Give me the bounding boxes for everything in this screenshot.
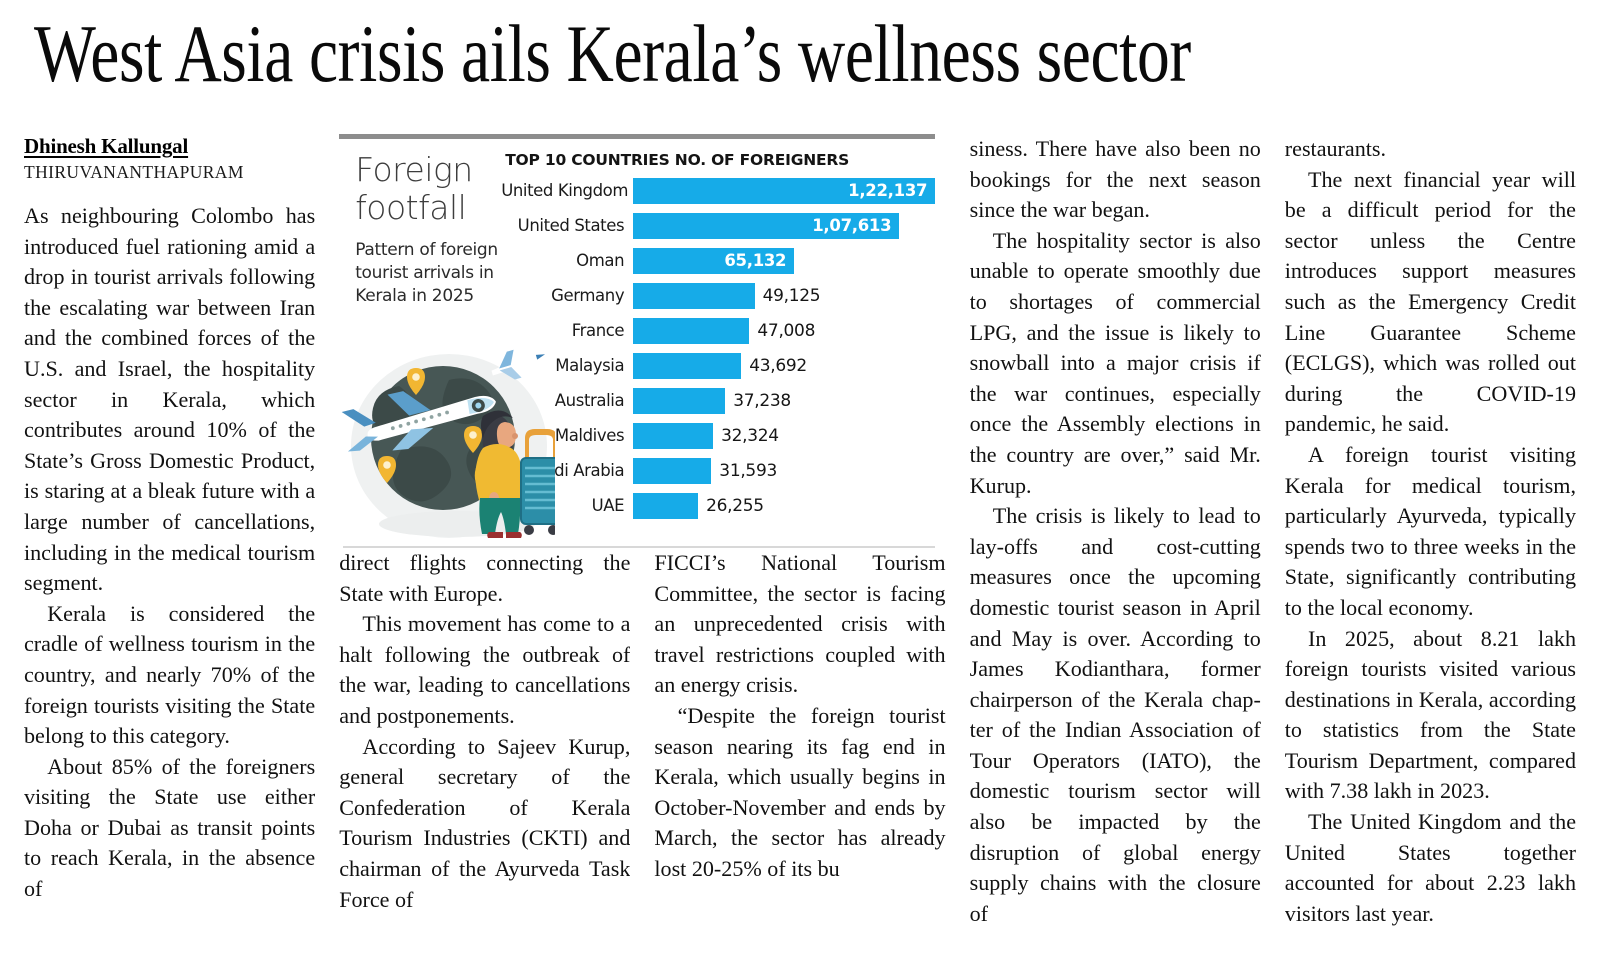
chart-bar-track: 1,07,613	[633, 212, 935, 239]
chart-bar-label: Australia	[554, 391, 625, 410]
paragraph: The crisis is likely to lead to lay-offs…	[969, 503, 1261, 926]
infographic-top-rule	[339, 134, 936, 139]
paragraph: The next financial year will be a diffic…	[1284, 166, 1576, 437]
chart-bar-label: Maldives	[554, 426, 625, 445]
chart-title: TOP 10 COUNTRIES NO. OF FOREIGNERS	[505, 151, 850, 169]
chart-bar-label: UAE	[591, 496, 625, 515]
chart-bar-label: United Kingdom	[501, 181, 629, 200]
column-4-body: siness. There have also been no bookings…	[970, 134, 1261, 929]
chart-bar-row: United Kingdom 1,22,137	[501, 175, 936, 206]
paragraph: FICCI’s National Tourism Committee, the …	[654, 550, 946, 698]
paragraph: siness. There have also been no bookings…	[969, 136, 1261, 223]
column-4: siness. There have also been no bookings…	[970, 134, 1261, 950]
chart-bars-container: United Kingdom 1,22,137 United States 1,07,…	[501, 175, 936, 521]
chart-bar-value: 47,008	[757, 320, 816, 341]
chart-bar-row: Germany 49,125	[501, 280, 935, 311]
paragraph: According to Sajeev Ku­rup, general secr…	[339, 733, 631, 912]
column-3: FICCI’s National Tourism Committee, the …	[654, 134, 945, 950]
paragraph: A foreign tourist visiting Kerala for me…	[1284, 441, 1576, 620]
chart-bar-row: Oman 65,132	[501, 245, 935, 276]
column-2: direct flights connecting the State with…	[339, 134, 630, 950]
chart-bar-track: 47,008	[633, 317, 935, 344]
paragraph: “Despite the foreign tou­rist season nea…	[654, 702, 946, 881]
chart-bar-track: 31,593	[633, 457, 935, 484]
infographic-foreign-footfall: Foreign footfall Pattern of foreign tour…	[339, 134, 936, 550]
chart-bar-value: 26,255	[706, 495, 764, 516]
chart-bar-label: United States	[517, 216, 625, 235]
paragraph: direct flights connecting the State with…	[339, 550, 631, 606]
paragraph: restaurants.	[1284, 136, 1387, 161]
chart-bar: 65,132	[633, 247, 795, 274]
chart-bar-value: 49,125	[762, 285, 821, 306]
infographic-title-line-1: Foreign	[355, 150, 473, 189]
chart-bar-value: 65,132	[724, 251, 787, 270]
paragraph: Kerala is considered the cradle of welln…	[24, 600, 316, 749]
chart-bar-label: Malaysia	[555, 356, 625, 375]
infographic-body: Foreign footfall Pattern of foreign tour…	[339, 151, 936, 525]
chart-bar-row: Malaysia 43,692	[501, 350, 935, 381]
byline-dateline: THIRUVANANTHAPURAM	[24, 162, 244, 182]
bar-chart: TOP 10 COUNTRIES NO. OF FOREIGNERS Unite…	[501, 151, 936, 525]
chart-bar: 1,22,137	[633, 177, 936, 204]
chart-bar-value: 1,07,613	[812, 216, 892, 235]
chart-bar-value: 31,593	[719, 460, 777, 481]
chart-bar-row: Saudi Arabia 31,593	[501, 455, 935, 486]
column-5: restaurants. The next financial year wil…	[1285, 134, 1576, 950]
chart-bar	[633, 422, 714, 449]
chart-bar-track: 1,22,137	[633, 177, 936, 204]
chart-bar-track: 43,692	[633, 352, 935, 379]
chart-bar: 1,07,613	[633, 212, 900, 239]
paragraph: The hospitality sector is also unable to…	[969, 227, 1261, 498]
chart-bar-label: France	[571, 321, 625, 340]
chart-bar	[633, 492, 699, 519]
chart-bar-track: 32,324	[633, 422, 935, 449]
chart-bar-value: 43,692	[749, 355, 807, 376]
paragraph: In 2025, about 8.21 lakh foreign tourist…	[1284, 625, 1576, 804]
chart-bar-label: Germany	[551, 286, 625, 305]
paragraph: This movement has come to a halt followi…	[339, 611, 631, 728]
infographic-subtitle: Pattern of foreign tourist arrivals in K…	[355, 240, 498, 306]
chart-bar-label: Oman	[576, 251, 625, 270]
infographic-title-line-2: footfall	[355, 188, 467, 227]
chart-bar	[633, 317, 750, 344]
chart-bar	[633, 387, 726, 414]
chart-bar-value: 1,22,137	[848, 181, 928, 200]
column-5-body: restaurants. The next financial year wil…	[1285, 134, 1576, 929]
byline-author: Dhinesh Kallungal	[24, 134, 189, 158]
chart-bar	[633, 282, 755, 309]
infographic-title: Foreign footfall	[355, 151, 501, 227]
infographic-bottom-rule	[343, 546, 936, 548]
paragraph: About 85% of the fo­reigners visiting th…	[24, 753, 316, 902]
chart-bar-value: 32,324	[721, 425, 779, 446]
chart-bar-row: Australia 37,238	[501, 385, 935, 416]
column-3-body: FICCI’s National Tourism Committee, the …	[654, 548, 945, 885]
chart-bar	[633, 352, 742, 379]
chart-bar-track: 49,125	[633, 282, 935, 309]
article-columns: Dhinesh Kallungal THIRUVANANTHAPURAM As …	[24, 134, 1576, 950]
column-1-body: As neighbouring Colombo has introduced f…	[24, 201, 315, 905]
chart-bar-label: Saudi Arabia	[524, 461, 625, 480]
page-title: West Asia crisis ails Kerala’s wellness …	[34, 8, 1191, 99]
column-1: Dhinesh Kallungal THIRUVANANTHAPURAM As …	[24, 134, 315, 950]
chart-bar-value: 37,238	[733, 390, 791, 411]
chart-bar	[633, 457, 712, 484]
infographic-left-panel: Foreign footfall Pattern of foreign tour…	[339, 151, 501, 525]
chart-bar-track: 37,238	[633, 387, 935, 414]
paragraph: As neighbouring Colombo has introduced f…	[24, 203, 316, 596]
chart-bar-row: Maldives 32,324	[501, 420, 935, 451]
chart-bar-row: UAE 26,255	[501, 490, 935, 521]
paragraph: The United Kingdom and the United States…	[1284, 809, 1576, 926]
column-2-body: direct flights connecting the State with…	[339, 548, 630, 915]
chart-bar-track: 65,132	[633, 247, 935, 274]
chart-bar-track: 26,255	[633, 492, 935, 519]
chart-bar-row: France 47,008	[501, 315, 935, 346]
chart-bar-row: United States 1,07,613	[501, 210, 935, 241]
